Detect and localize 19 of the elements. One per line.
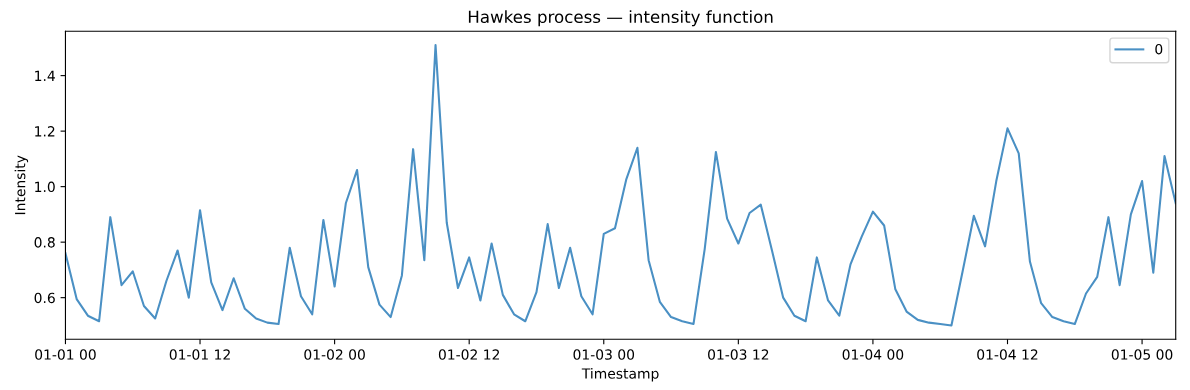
y-tick-label: 1.0 bbox=[35, 181, 55, 193]
x-axis-title: Timestamp bbox=[581, 368, 659, 382]
y-axis-title: Intensity bbox=[14, 155, 29, 215]
x-tick-label: 01-01 12 bbox=[169, 349, 230, 360]
chart-title: Hawkes process — intensity function bbox=[468, 10, 773, 27]
x-tick-label: 01-04 12 bbox=[977, 349, 1038, 360]
x-tick-label: 01-03 12 bbox=[708, 349, 769, 360]
x-tick-label: 01-01 00 bbox=[35, 349, 96, 360]
x-tick-label: 01-02 12 bbox=[438, 349, 500, 360]
y-tick-label: 1.2 bbox=[35, 126, 55, 137]
legend-label: 0 bbox=[1155, 43, 1163, 55]
y-tick-label: 0.6 bbox=[34, 292, 55, 304]
x-tick-label: 01-04 00 bbox=[842, 349, 904, 360]
x-tick-label: 01-02 00 bbox=[304, 349, 365, 360]
x-tick-label: 01-03 00 bbox=[573, 349, 635, 360]
line-series bbox=[65, 44, 1176, 327]
y-tick-label: 0.8 bbox=[34, 237, 55, 248]
x-tick-label: 01-05 00 bbox=[1111, 349, 1173, 360]
y-tick-label: 1.4 bbox=[35, 70, 55, 81]
